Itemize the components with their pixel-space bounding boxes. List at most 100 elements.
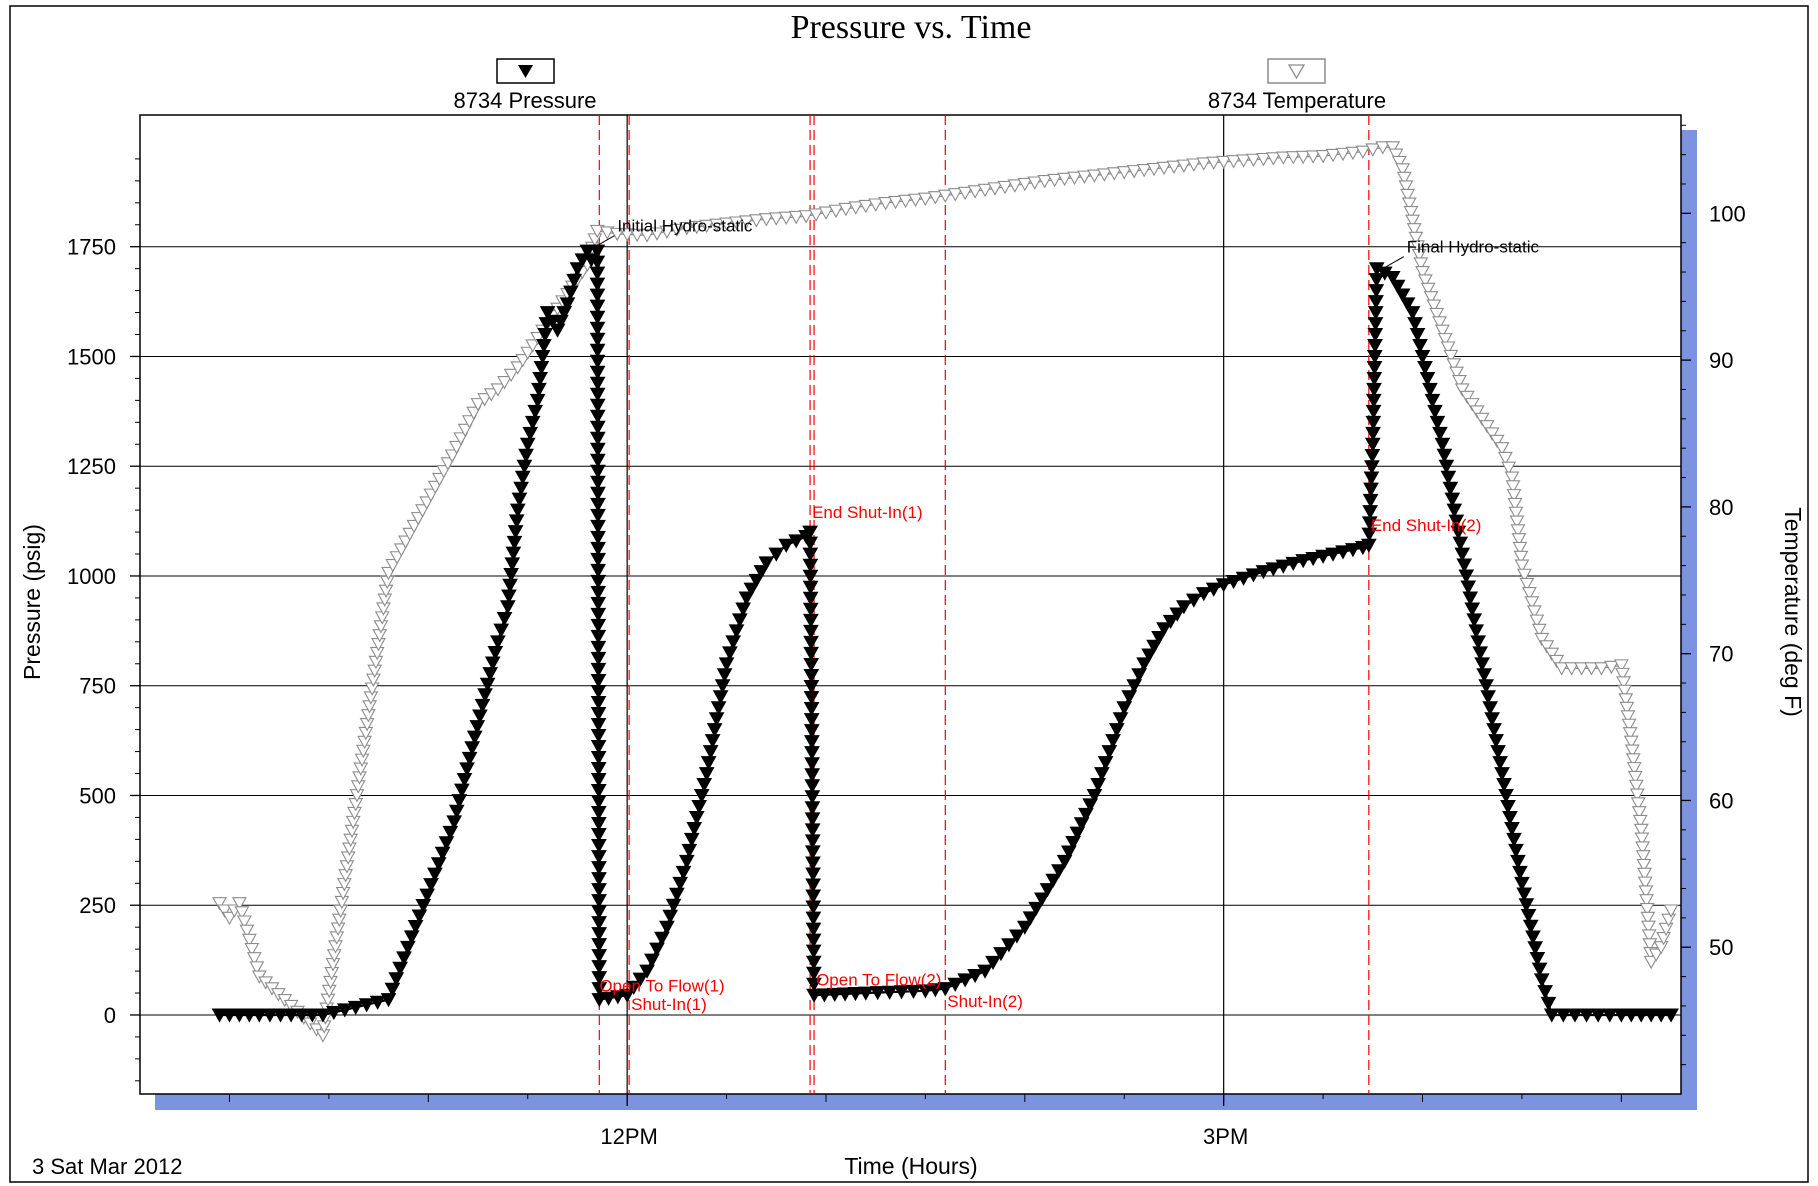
data-point	[525, 339, 541, 353]
data-point	[1512, 865, 1528, 880]
data-point	[1454, 547, 1471, 562]
data-point	[743, 582, 760, 597]
data-point	[1658, 922, 1674, 937]
data-point	[1521, 587, 1537, 601]
y-tick-label: 250	[79, 893, 116, 918]
data-point	[1423, 291, 1439, 305]
data-point	[590, 486, 606, 501]
data-point	[806, 966, 822, 981]
data-point	[1426, 299, 1442, 313]
data-point	[1051, 864, 1067, 879]
data-point	[483, 388, 499, 402]
data-point	[1086, 169, 1102, 183]
data-point	[1537, 985, 1553, 1000]
data-point	[662, 909, 679, 924]
data-point	[1022, 911, 1039, 926]
data-point	[591, 993, 608, 1008]
data-point	[469, 720, 486, 735]
data-point	[591, 850, 607, 865]
data-point	[1504, 821, 1520, 837]
data-point	[590, 795, 607, 810]
data-point	[1633, 1008, 1650, 1023]
data-point	[1335, 545, 1351, 560]
data-point	[438, 836, 455, 851]
data-point	[336, 1003, 353, 1018]
data-point	[1474, 657, 1491, 672]
data-point	[1195, 587, 1212, 602]
data-point	[1449, 366, 1465, 381]
data-point	[1510, 524, 1526, 538]
data-point	[802, 602, 819, 617]
data-point	[654, 931, 670, 946]
data-point	[451, 794, 468, 809]
data-point	[589, 321, 606, 336]
annotation-label: End Shut-In(1)	[812, 503, 923, 522]
data-point	[384, 982, 401, 997]
data-point	[788, 534, 805, 549]
y-tick-label: 1500	[67, 344, 116, 369]
data-point	[1498, 789, 1514, 804]
data-point	[589, 365, 606, 380]
legend-temperature-marker-icon	[1287, 64, 1306, 80]
data-point	[347, 1000, 364, 1015]
data-point	[1216, 155, 1232, 170]
data-point	[454, 783, 470, 798]
data-point	[600, 991, 617, 1006]
data-point	[1126, 679, 1143, 694]
data-point	[675, 865, 692, 880]
data-point	[1518, 898, 1535, 913]
data-point	[1295, 554, 1312, 569]
data-point	[1484, 712, 1500, 727]
data-point	[293, 1008, 310, 1023]
data-point	[1432, 316, 1447, 330]
data-point	[490, 383, 506, 397]
data-point	[1410, 240, 1425, 254]
y2-tick-label: 100	[1709, 201, 1746, 226]
data-point	[1628, 779, 1644, 794]
data-point	[808, 208, 824, 222]
data-point	[530, 332, 546, 346]
data-point	[1403, 206, 1419, 220]
data-point	[1635, 850, 1651, 864]
data-point	[1474, 412, 1490, 427]
data-point	[1444, 492, 1461, 507]
data-point	[665, 898, 682, 913]
data-point	[679, 221, 695, 236]
data-point	[805, 955, 822, 970]
data-point	[1205, 582, 1222, 597]
data-point	[1414, 350, 1431, 365]
data-point	[805, 933, 822, 948]
data-point	[1417, 274, 1433, 288]
data-point	[591, 894, 607, 909]
data-point	[649, 942, 665, 957]
data-point	[806, 977, 822, 992]
data-point	[1440, 341, 1456, 355]
data-point	[848, 201, 864, 215]
data-point	[272, 1008, 289, 1023]
data-point	[403, 930, 420, 945]
data-point	[1438, 459, 1455, 474]
y2-tick-label: 50	[1709, 935, 1733, 960]
data-point	[1460, 580, 1477, 595]
data-point	[590, 739, 607, 755]
data-point	[1663, 904, 1679, 918]
data-point	[838, 202, 854, 217]
data-point	[484, 656, 501, 671]
data-point	[1225, 575, 1242, 590]
data-point	[1578, 1008, 1595, 1023]
data-point	[1275, 559, 1292, 574]
data-point	[590, 651, 607, 667]
data-point	[434, 846, 451, 861]
data-point	[589, 409, 606, 424]
data-point	[1424, 393, 1441, 409]
data-point	[802, 591, 819, 606]
data-point	[590, 706, 607, 722]
data-point	[496, 611, 513, 627]
data-point	[709, 218, 725, 233]
data-point	[1432, 426, 1448, 441]
legend: 8734 Pressure 8734 Temperature	[453, 58, 1386, 113]
annotation-label: Shut-In(2)	[947, 992, 1023, 1011]
data-point	[396, 951, 412, 966]
data-point	[1065, 836, 1081, 851]
y-tick-label: 500	[79, 783, 116, 808]
